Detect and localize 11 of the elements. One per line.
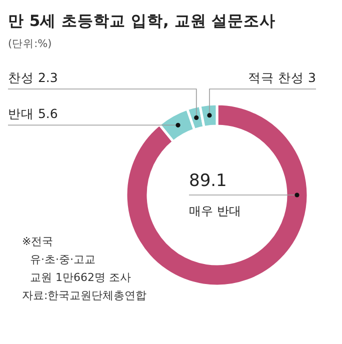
- slice-label: 매우 반대: [189, 204, 241, 218]
- text: 유·초·중·고교: [30, 253, 96, 266]
- slice-label: 적극 찬성 3: [248, 70, 316, 85]
- data-label: 89.1: [189, 171, 227, 191]
- slice-label: 반대 5.6: [8, 106, 58, 121]
- text: ※전국: [22, 235, 54, 248]
- chart-subtitle: (단위:%): [8, 38, 52, 50]
- slice-label: 찬성 2.3: [8, 70, 58, 85]
- chart-title: 만 5세 초등학교 입학, 교원 설문조사: [8, 12, 276, 30]
- text: 자료:한국교원단체총연합: [22, 289, 147, 302]
- text: 교원 1만662명 조사: [30, 271, 131, 284]
